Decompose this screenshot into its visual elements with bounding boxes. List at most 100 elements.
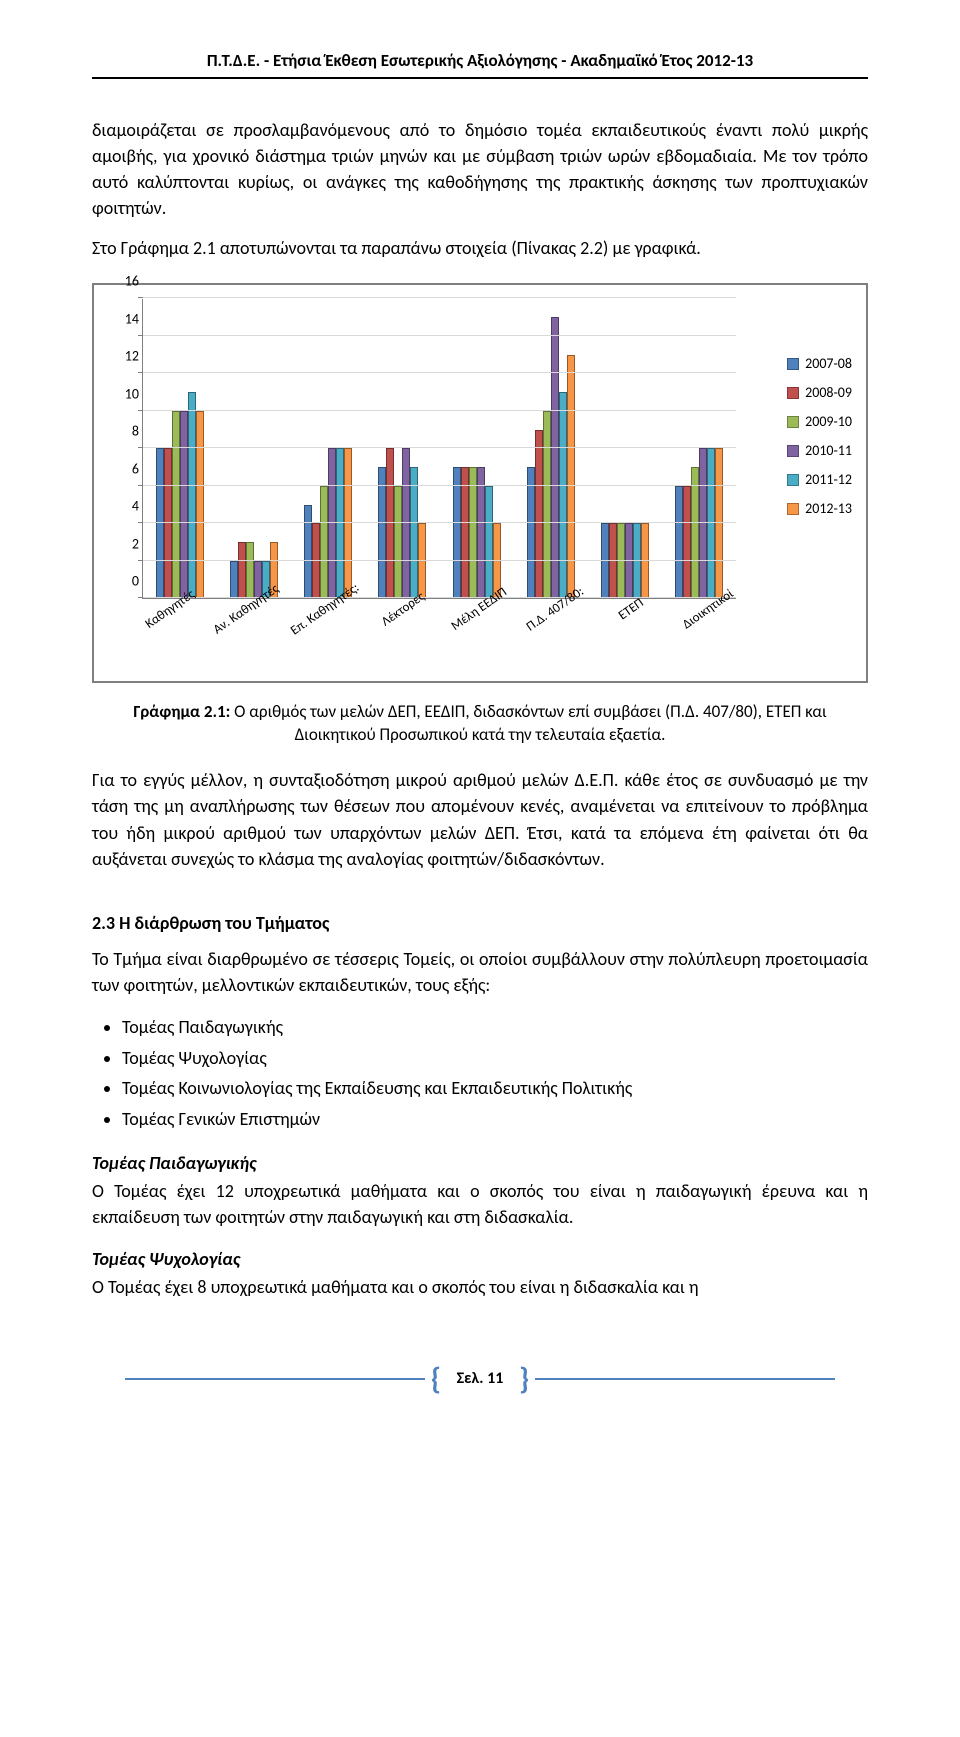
chart-y-tick (138, 522, 143, 523)
chart-x-labels: ΚαθηγητέςΑν. ΚαθηγητέςΕπ. Καθηγητές:Λέκτ… (122, 595, 736, 620)
chart-bar (707, 448, 715, 598)
chart-legend: 2007-08 2008-09 2009-10 2010-11 2011-12 2012-… (787, 355, 852, 529)
chart-bar (453, 467, 461, 598)
chart-gridline (143, 297, 736, 298)
legend-label: 2010-11 (805, 442, 852, 459)
chart-y-label: 12 (115, 348, 139, 365)
chart-bar (543, 411, 551, 599)
chart-y-tick (138, 410, 143, 411)
chart-bar (402, 448, 410, 598)
legend-label: 2009-10 (805, 413, 852, 430)
legend-item: 2012-13 (787, 500, 852, 517)
chart-gridline (143, 372, 736, 373)
chart-y-label: 0 (115, 573, 139, 590)
caption-text: Ο αριθμός των μελών ΔΕΠ, ΕΕΔΙΠ, διδασκόν… (230, 701, 826, 745)
chart-bar (559, 392, 567, 598)
chart-y-label: 2 (115, 535, 139, 552)
chart-bar (304, 505, 312, 599)
chart-bar (601, 523, 609, 598)
legend-swatch (787, 358, 799, 370)
footer-label: Σελ. (457, 1369, 484, 1388)
chart-bar (461, 467, 469, 598)
chart-bar-group (291, 299, 365, 598)
paragraph-3: Για το εγγύς μέλλον, η συνταξιοδότηση μι… (92, 767, 868, 871)
footer-page-number: 11 (487, 1369, 503, 1388)
paragraph-4: Το Τμήμα είναι διαρθρωμένο σε τέσσερις Τ… (92, 946, 868, 998)
paragraph-2: Στο Γράφημα 2.1 αποτυπώνονται τα παραπάν… (92, 235, 868, 261)
bullet-item: Τομέας Γενικών Επιστημών (122, 1104, 868, 1135)
chart-bar (609, 523, 617, 598)
chart-bar (477, 467, 485, 598)
chart-gridline (143, 335, 736, 336)
caption-bold: Γράφημα 2.1: (133, 701, 230, 722)
legend-label: 2007-08 (805, 355, 852, 372)
chart-bar (469, 467, 477, 598)
bullet-item: Τομέας Παιδαγωγικής (122, 1012, 868, 1043)
chart-bar (180, 411, 188, 599)
chart-bar (188, 392, 196, 598)
section-heading-23: 2.3 Η διάρθρωση του Τμήματος (92, 912, 868, 934)
paragraph-1: διαμοιράζεται σε προσλαμβανόμενους από τ… (92, 117, 868, 221)
chart-bar (156, 448, 164, 598)
chart-y-label: 4 (115, 498, 139, 515)
chart-bar (699, 448, 707, 598)
legend-item: 2009-10 (787, 413, 852, 430)
chart-gridline (143, 410, 736, 411)
chart-bar (172, 411, 180, 599)
chart-bar (567, 355, 575, 599)
chart-bar (675, 486, 683, 599)
page-header: Π.Τ.Δ.Ε. - Ετήσια Έκθεση Εσωτερικής Αξιο… (92, 50, 868, 79)
subsection-head-1: Τομέας Παιδαγωγικής (92, 1152, 868, 1174)
chart-bar (535, 430, 543, 599)
chart-plot-area: 0246810121416 (142, 299, 736, 599)
chart-bar-group (217, 299, 291, 598)
footer-rule-right (535, 1378, 835, 1380)
legend-swatch (787, 387, 799, 399)
chart-gridline (143, 560, 736, 561)
chart-bar (394, 486, 402, 599)
chart-bar-groups (143, 299, 736, 598)
subsection-head-2: Τομέας Ψυχολογίας (92, 1248, 868, 1270)
chart-y-tick (138, 560, 143, 561)
subsection-body-2: Ο Τομέας έχει 8 υποχρεωτικά μαθήματα και… (92, 1274, 868, 1300)
chart-bar (328, 448, 336, 598)
chart-bar (527, 467, 535, 598)
page-footer: { Σελ. 11 } (92, 1361, 868, 1401)
chart-y-tick (138, 372, 143, 373)
legend-swatch (787, 503, 799, 515)
legend-item: 2008-09 (787, 384, 852, 401)
footer-page-box: Σελ. 11 (447, 1365, 514, 1392)
footer-rule-left (125, 1378, 425, 1380)
document-page: Π.Τ.Δ.Ε. - Ετήσια Έκθεση Εσωτερικής Αξιο… (0, 0, 960, 1421)
footer-brace-left: { (429, 1361, 443, 1398)
chart-y-label: 6 (115, 460, 139, 477)
legend-swatch (787, 445, 799, 457)
chart-bar-group (440, 299, 514, 598)
chart-y-label: 14 (115, 310, 139, 327)
bullet-item: Τομέας Ψυχολογίας (122, 1043, 868, 1074)
chart-y-tick (138, 447, 143, 448)
chart-y-label: 8 (115, 423, 139, 440)
chart-gridline (143, 447, 736, 448)
bar-chart: 0246810121416 ΚαθηγητέςΑν. ΚαθηγητέςΕπ. … (92, 283, 868, 683)
legend-item: 2007-08 (787, 355, 852, 372)
legend-item: 2011-12 (787, 471, 852, 488)
legend-label: 2012-13 (805, 500, 852, 517)
chart-bar (196, 411, 204, 599)
chart-bar (683, 486, 691, 599)
chart-caption: Γράφημα 2.1: Ο αριθμός των μελών ΔΕΠ, ΕΕ… (92, 701, 868, 747)
subsection-body-1: Ο Τομέας έχει 12 υποχρεωτικά μαθήματα κα… (92, 1178, 868, 1230)
legend-label: 2011-12 (805, 471, 852, 488)
footer-brace-right: } (517, 1361, 531, 1398)
chart-bar (164, 448, 172, 598)
chart-bar (551, 317, 559, 598)
chart-y-tick (138, 485, 143, 486)
chart-bar-group (143, 299, 217, 598)
legend-swatch (787, 474, 799, 486)
chart-y-label: 16 (115, 273, 139, 290)
chart-bar-group (514, 299, 588, 598)
chart-bar (715, 448, 723, 598)
chart-bar-group (662, 299, 736, 598)
chart-y-label: 10 (115, 385, 139, 402)
bullet-item: Τομέας Κοινωνιολογίας της Εκπαίδευσης κα… (122, 1073, 868, 1104)
